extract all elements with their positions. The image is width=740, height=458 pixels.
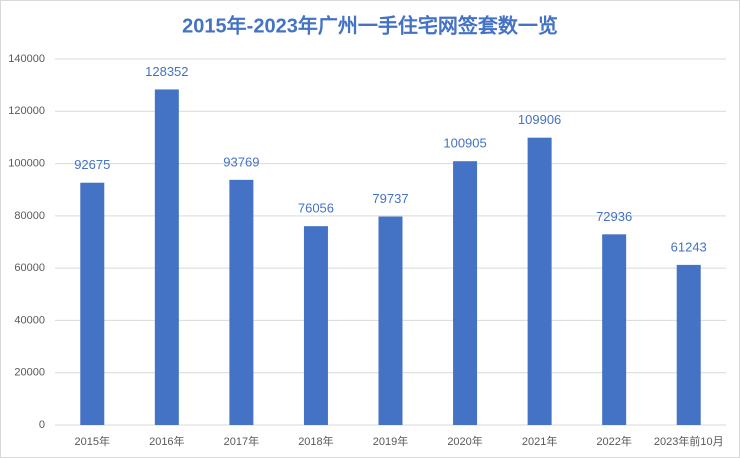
value-label: 76056 [298, 201, 334, 216]
x-tick-label: 2020年 [447, 434, 482, 448]
value-label: 79737 [372, 191, 408, 206]
x-tick-label: 2016年 [149, 434, 184, 448]
chart-title: 2015年-2023年广州一手住宅网签套数一览 [182, 13, 558, 37]
bar [378, 216, 403, 425]
y-tick-label: 20000 [14, 367, 45, 379]
bar [453, 161, 478, 425]
y-tick-label: 0 [39, 419, 45, 431]
value-label: 93769 [223, 154, 259, 169]
value-label: 72936 [596, 209, 632, 224]
x-tick-label: 2023年前10月 [654, 434, 724, 448]
x-tick-label: 2021年 [522, 434, 557, 448]
y-tick-label: 140000 [8, 53, 45, 65]
value-label: 109906 [518, 112, 561, 127]
y-tick-label: 60000 [14, 262, 45, 274]
value-label: 128352 [145, 64, 188, 79]
bar [303, 226, 328, 425]
y-tick-label: 80000 [14, 210, 45, 222]
x-tick-label: 2022年 [596, 434, 631, 448]
x-tick-label: 2018年 [298, 434, 333, 448]
bar [676, 264, 701, 425]
value-label: 61243 [671, 239, 707, 254]
bar [602, 234, 627, 425]
y-tick-label: 100000 [8, 157, 45, 169]
x-tick-label: 2015年 [75, 434, 110, 448]
bar [229, 179, 254, 425]
y-tick-label: 120000 [8, 105, 45, 117]
bar [527, 137, 552, 425]
value-label: 100905 [443, 136, 486, 151]
value-label: 92675 [74, 157, 110, 172]
bar [154, 89, 179, 425]
bar [80, 182, 105, 425]
x-tick-label: 2019年 [373, 434, 408, 448]
y-tick-label: 40000 [14, 314, 45, 326]
x-tick-label: 2017年 [224, 434, 259, 448]
